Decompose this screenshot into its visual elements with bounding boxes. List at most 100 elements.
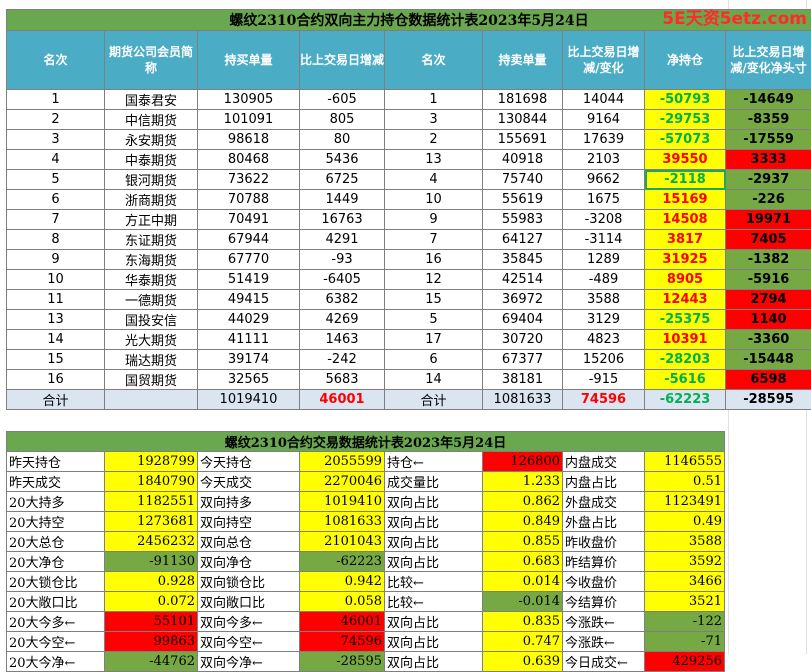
table-cell[interactable]: 华泰期货 <box>105 270 198 290</box>
label-cell[interactable]: 20大今多← <box>7 612 105 632</box>
table-cell[interactable]: 6 <box>385 350 483 370</box>
table-cell[interactable]: -3114 <box>563 230 645 250</box>
table-cell[interactable]: 4 <box>385 170 483 190</box>
value-cell[interactable]: 0.928 <box>105 572 198 592</box>
value-cell[interactable]: -44762 <box>105 652 198 672</box>
label-cell[interactable]: 双向占比 <box>385 552 483 572</box>
table-cell[interactable]: 16 <box>385 250 483 270</box>
table-cell[interactable]: 55619 <box>483 190 563 210</box>
table-cell[interactable]: 14 <box>7 330 105 350</box>
label-cell[interactable]: 双向今多← <box>198 612 300 632</box>
label-cell[interactable]: 20大持多 <box>7 492 105 512</box>
table-cell[interactable]: 73622 <box>198 170 300 190</box>
table-cell[interactable]: 31925 <box>645 250 726 270</box>
table-cell[interactable]: 15 <box>385 290 483 310</box>
label-cell[interactable]: 20大总仓 <box>7 532 105 552</box>
value-cell[interactable]: -91130 <box>105 552 198 572</box>
table-cell[interactable]: 55983 <box>483 210 563 230</box>
table-cell[interactable]: 银河期货 <box>105 170 198 190</box>
label-cell[interactable]: 双向占比 <box>385 632 483 652</box>
table-cell[interactable]: 7 <box>7 210 105 230</box>
value-cell[interactable]: 1123491 <box>645 492 725 512</box>
table-cell[interactable]: 10 <box>385 190 483 210</box>
table-cell[interactable]: 69404 <box>483 310 563 330</box>
total-cell[interactable]: 1019410 <box>198 390 300 410</box>
table-cell[interactable]: 14508 <box>645 210 726 230</box>
table-cell[interactable]: 101091 <box>198 110 300 130</box>
table-cell[interactable]: 181698 <box>483 90 563 110</box>
header-cell[interactable]: 比上交易日增减 <box>300 31 385 90</box>
value-cell[interactable]: 0.855 <box>483 532 563 552</box>
value-cell[interactable]: 0.683 <box>483 552 563 572</box>
label-cell[interactable]: 20大今空← <box>7 632 105 652</box>
table-cell[interactable]: -50793 <box>645 90 726 110</box>
label-cell[interactable]: 昨天持仓 <box>7 452 105 472</box>
value-cell[interactable]: 1081633 <box>300 512 385 532</box>
value-cell[interactable]: 2101043 <box>300 532 385 552</box>
table-cell[interactable]: 5 <box>7 170 105 190</box>
label-cell[interactable]: 今收盘价 <box>563 572 645 592</box>
value-cell[interactable]: 126800 <box>483 452 563 472</box>
table-cell[interactable]: 13 <box>7 310 105 330</box>
table-cell[interactable]: 5436 <box>300 150 385 170</box>
table-cell[interactable]: 16763 <box>300 210 385 230</box>
value-cell[interactable]: -62223 <box>300 552 385 572</box>
total-cell[interactable]: 1081633 <box>483 390 563 410</box>
table-cell[interactable]: 70788 <box>198 190 300 210</box>
table-cell[interactable]: 国投安信 <box>105 310 198 330</box>
value-cell[interactable]: 55101 <box>105 612 198 632</box>
value-cell[interactable]: 0.835 <box>483 612 563 632</box>
table-cell[interactable]: 14044 <box>563 90 645 110</box>
label-cell[interactable]: 今涨跌← <box>563 612 645 632</box>
value-cell[interactable]: 429256 <box>645 652 725 672</box>
label-cell[interactable]: 昨结算价 <box>563 552 645 572</box>
table-cell[interactable]: -93 <box>300 250 385 270</box>
header-cell[interactable]: 比上交易日增减/变化 <box>563 31 645 90</box>
table-cell[interactable]: 64127 <box>483 230 563 250</box>
table-cell[interactable]: 17639 <box>563 130 645 150</box>
table-cell[interactable]: 8 <box>7 230 105 250</box>
table-cell[interactable]: 7405 <box>726 230 811 250</box>
table-cell[interactable]: -28203 <box>645 350 726 370</box>
table-cell[interactable]: -5616 <box>645 370 726 390</box>
table-cell[interactable]: -17559 <box>726 130 811 150</box>
table-cell[interactable]: 17 <box>385 330 483 350</box>
table-cell[interactable]: -605 <box>300 90 385 110</box>
table-cell[interactable]: 4269 <box>300 310 385 330</box>
table-cell[interactable]: 4 <box>7 150 105 170</box>
label-cell[interactable]: 双向今空← <box>198 632 300 652</box>
total-cell[interactable]: -28595 <box>726 390 811 410</box>
header-cell[interactable]: 名次 <box>7 31 105 90</box>
table-cell[interactable]: -3208 <box>563 210 645 230</box>
label-cell[interactable]: 双向占比 <box>385 512 483 532</box>
label-cell[interactable]: 外盘成交 <box>563 492 645 512</box>
header-cell[interactable]: 净持仓 <box>645 31 726 90</box>
value-cell[interactable]: 1840790 <box>105 472 198 492</box>
value-cell[interactable]: 0.747 <box>483 632 563 652</box>
table-cell[interactable]: 3 <box>7 130 105 150</box>
table-cell[interactable]: 67377 <box>483 350 563 370</box>
table-cell[interactable]: 2103 <box>563 150 645 170</box>
value-cell[interactable]: 99863 <box>105 632 198 652</box>
table-cell[interactable]: 1 <box>385 90 483 110</box>
label-cell[interactable]: 双向锁仓比 <box>198 572 300 592</box>
table-cell[interactable]: 中信期货 <box>105 110 198 130</box>
value-cell[interactable]: 74596 <box>300 632 385 652</box>
table-cell[interactable]: 98618 <box>198 130 300 150</box>
table-cell[interactable]: 42514 <box>483 270 563 290</box>
table-cell[interactable]: 15169 <box>645 190 726 210</box>
value-cell[interactable]: 3466 <box>645 572 725 592</box>
table-cell[interactable]: 瑞达期货 <box>105 350 198 370</box>
value-cell[interactable]: 0.51 <box>645 472 725 492</box>
table-cell[interactable]: 东海期货 <box>105 250 198 270</box>
table-cell[interactable]: 9662 <box>563 170 645 190</box>
label-cell[interactable]: 20大敞口比 <box>7 592 105 612</box>
table-cell[interactable]: -1382 <box>726 250 811 270</box>
table-cell[interactable]: 9164 <box>563 110 645 130</box>
label-cell[interactable]: 双向占比 <box>385 492 483 512</box>
table-cell[interactable]: -2118 <box>645 170 726 190</box>
label-cell[interactable]: 今结算价 <box>563 592 645 612</box>
value-cell[interactable]: 0.072 <box>105 592 198 612</box>
table-cell[interactable]: 10 <box>7 270 105 290</box>
value-cell[interactable]: -71 <box>645 632 725 652</box>
